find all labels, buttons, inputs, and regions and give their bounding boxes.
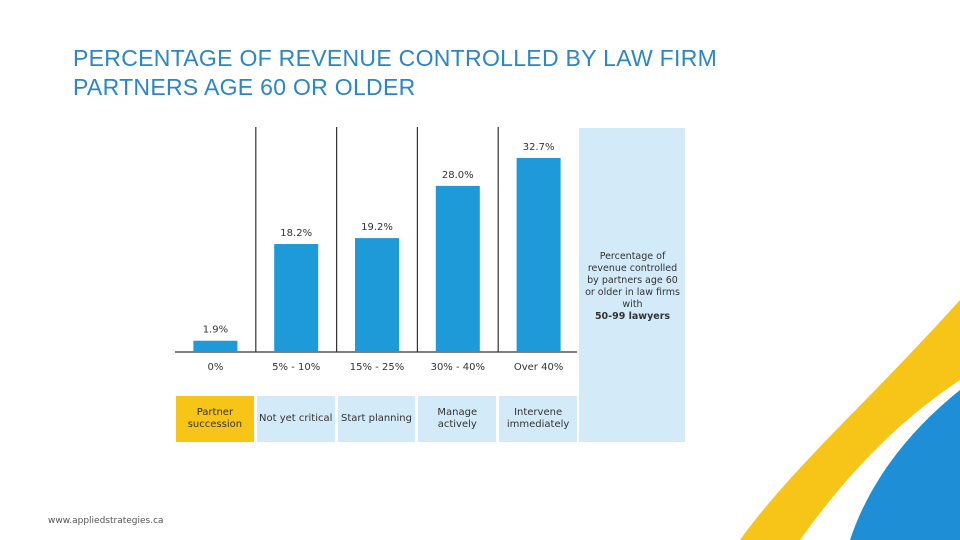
value-label: 1.9% [203, 325, 228, 336]
bar [435, 185, 480, 352]
bar [516, 158, 561, 352]
value-label: 32.7% [523, 142, 555, 153]
stage-label: Manage actively [418, 396, 497, 442]
x-tick-label: 5% - 10% [272, 362, 320, 373]
x-tick-label: 0% [207, 362, 223, 373]
value-label: 19.2% [361, 222, 393, 233]
bar [274, 244, 319, 352]
x-tick-label: 30% - 40% [431, 362, 485, 373]
note-bold: 50-99 lawyers [594, 311, 671, 322]
bar [193, 340, 238, 352]
stage-label: Not yet critical [256, 396, 335, 442]
note-panel [579, 128, 685, 442]
x-tick-label: 15% - 25% [350, 362, 404, 373]
chart-title: PERCENTAGE OF REVENUE CONTROLLED BY LAW … [73, 45, 718, 100]
stage-label: Start planning [337, 396, 416, 442]
stage-label: Intervene immediately [499, 396, 577, 442]
stage-label: Partner succession [176, 396, 254, 442]
value-label: 18.2% [280, 228, 312, 239]
decor-blue [850, 390, 960, 540]
bar [355, 238, 399, 352]
decor-yellow [740, 300, 960, 540]
note: Percentage of revenue controlled by part… [581, 251, 684, 323]
value-label: 28.0% [442, 170, 474, 181]
x-tick-label: Over 40% [514, 362, 563, 373]
note-text: Percentage of revenue controlled by part… [585, 251, 680, 310]
footer: www.appliedstrategies.ca [48, 516, 164, 526]
